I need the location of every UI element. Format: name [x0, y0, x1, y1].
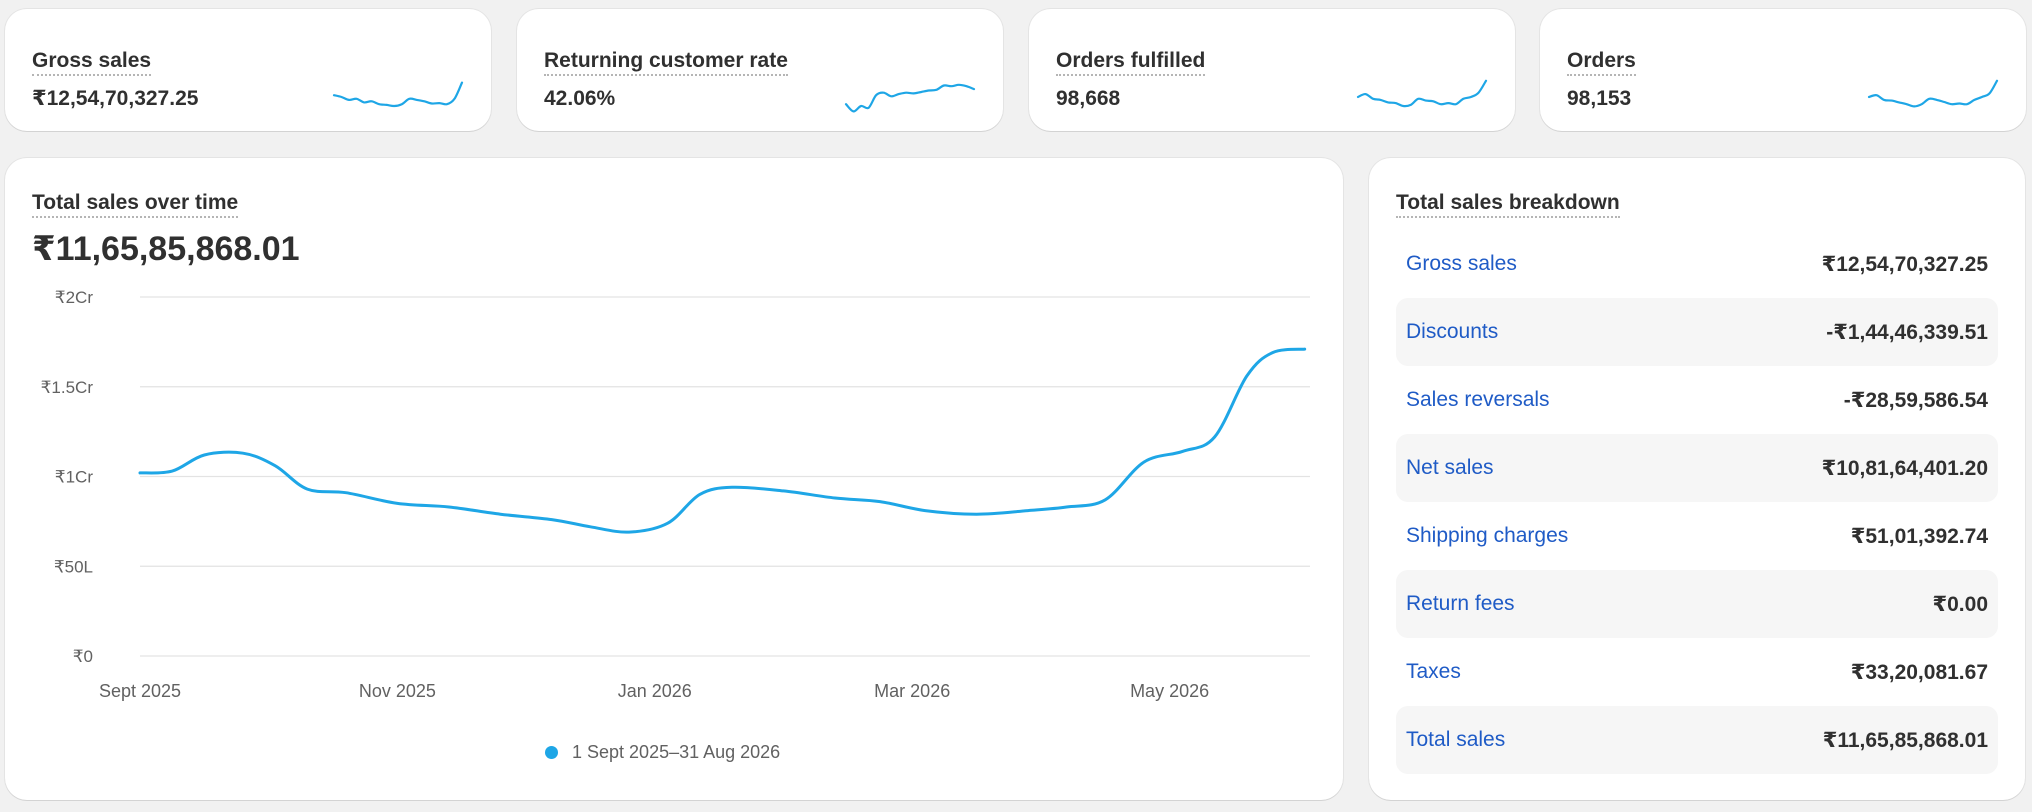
- kpi-title[interactable]: Orders: [1567, 49, 1636, 76]
- sparkline-line: [844, 83, 976, 113]
- breakdown-row-taxes: Taxes ₹33,20,081.67: [1396, 638, 1998, 706]
- y-tick-label: ₹0: [73, 647, 93, 666]
- sales-line-chart[interactable]: ₹0 ₹50L ₹1Cr ₹1.5Cr ₹2Cr Sept 2025 Nov 2025 Jan…: [5, 158, 1343, 800]
- breakdown-value: ₹11,65,85,868.01: [1822, 728, 1988, 752]
- breakdown-row-gross-sales: Gross sales ₹12,54,70,327.25: [1396, 230, 1998, 298]
- kpi-value: 98,668: [1056, 87, 1121, 110]
- sparkline: [1867, 79, 1999, 108]
- x-tick-label: May 2026: [1130, 681, 1209, 701]
- chart-title[interactable]: Total sales over time: [32, 191, 239, 218]
- breakdown-row-total-sales: Total sales ₹11,65,85,868.01: [1396, 706, 1998, 774]
- kpi-value: ₹12,54,70,327.25: [32, 87, 199, 110]
- y-tick-label: ₹1Cr: [55, 468, 94, 487]
- legend-label: 1 Sept 2025–31 Aug 2026: [572, 742, 781, 762]
- breakdown-value: ₹12,54,70,327.25: [1821, 252, 1988, 276]
- chart-legend[interactable]: 1 Sept 2025–31 Aug 2026: [545, 742, 780, 763]
- x-tick-label: Nov 2025: [359, 681, 436, 701]
- kpi-title[interactable]: Returning customer rate: [544, 49, 788, 76]
- breakdown-label[interactable]: Net sales: [1406, 456, 1494, 479]
- x-tick-label: Mar 2026: [874, 681, 950, 701]
- breakdown-row-shipping-charges: Shipping charges ₹51,01,392.74: [1396, 502, 1998, 570]
- series-line[interactable]: [138, 347, 1307, 534]
- kpi-title[interactable]: Orders fulfilled: [1056, 49, 1206, 76]
- kpi-card-orders-fulfilled[interactable]: Orders fulfilled 98,668: [1029, 9, 1515, 131]
- breakdown-value: -₹1,44,46,339.51: [1826, 320, 1988, 344]
- chart-total-value: ₹11,65,85,868.01: [32, 230, 300, 268]
- sparkline: [1356, 79, 1488, 108]
- breakdown-label[interactable]: Gross sales: [1406, 252, 1517, 275]
- breakdown-row-sales-reversals: Sales reversals -₹28,59,586.54: [1396, 366, 1998, 434]
- sparkline: [332, 81, 464, 108]
- x-tick-label: Jan 2026: [618, 681, 692, 701]
- breakdown-title[interactable]: Total sales breakdown: [1396, 191, 1620, 218]
- kpi-value: 98,153: [1567, 87, 1632, 110]
- sparkline: [844, 83, 976, 113]
- breakdown-label[interactable]: Return fees: [1406, 592, 1515, 615]
- breakdown-value: ₹10,81,64,401.20: [1821, 456, 1988, 480]
- y-tick-label: ₹2Cr: [55, 288, 94, 307]
- legend-dot-icon: [545, 746, 558, 759]
- breakdown-list: Gross sales ₹12,54,70,327.25 Discounts -…: [1396, 230, 1998, 774]
- breakdown-label[interactable]: Total sales: [1406, 728, 1506, 751]
- kpi-card-orders[interactable]: Orders 98,153: [1540, 9, 2026, 131]
- breakdown-label[interactable]: Shipping charges: [1406, 524, 1569, 547]
- kpi-card-gross-sales[interactable]: Gross sales ₹12,54,70,327.25: [5, 9, 491, 131]
- kpi-card-returning-customer-rate[interactable]: Returning customer rate 42.06%: [517, 9, 1003, 131]
- breakdown-value: -₹28,59,586.54: [1843, 388, 1988, 412]
- breakdown-value: ₹51,01,392.74: [1850, 524, 1988, 548]
- x-tick-label: Sept 2025: [99, 681, 181, 701]
- y-tick-label: ₹1.5Cr: [41, 378, 94, 397]
- breakdown-value: ₹33,20,081.67: [1850, 660, 1988, 684]
- breakdown-row-discounts: Discounts -₹1,44,46,339.51: [1396, 298, 1998, 366]
- kpi-value: 42.06%: [544, 87, 616, 110]
- breakdown-row-return-fees: Return fees ₹0.00: [1396, 570, 1998, 638]
- breakdown-value: ₹0.00: [1932, 592, 1988, 616]
- kpi-title[interactable]: Gross sales: [32, 49, 152, 76]
- sparkline-line: [332, 81, 464, 108]
- total-sales-breakdown-card: Total sales breakdown Gross sales ₹12,54…: [1369, 158, 2025, 800]
- breakdown-label[interactable]: Sales reversals: [1406, 388, 1550, 411]
- total-sales-over-time-card: ₹0 ₹50L ₹1Cr ₹1.5Cr ₹2Cr Sept 2025 Nov 2025 Jan…: [5, 158, 1343, 800]
- sparkline-line: [1356, 79, 1488, 108]
- breakdown-label[interactable]: Discounts: [1406, 320, 1499, 343]
- breakdown-row-net-sales: Net sales ₹10,81,64,401.20: [1396, 434, 1998, 502]
- breakdown-label[interactable]: Taxes: [1406, 660, 1461, 683]
- sparkline-line: [1867, 79, 1999, 108]
- y-tick-label: ₹50L: [54, 557, 93, 576]
